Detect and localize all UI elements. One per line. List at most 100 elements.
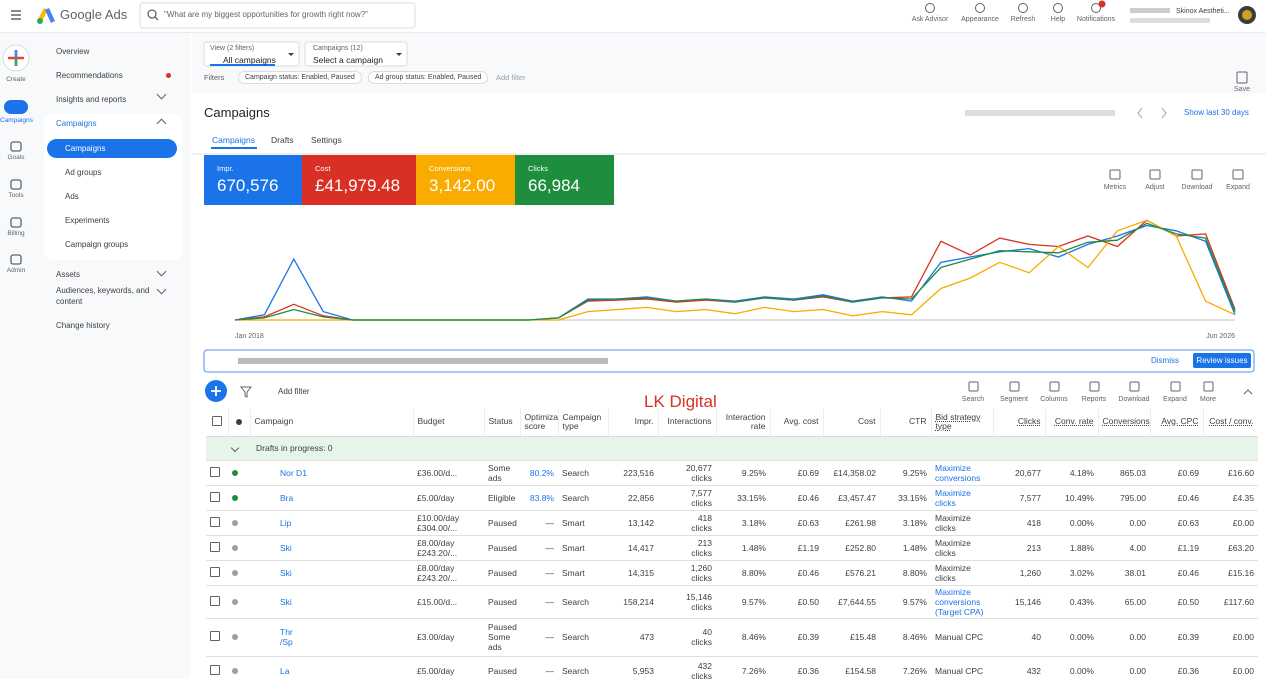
banner-action[interactable]: Review issues bbox=[1196, 356, 1248, 365]
nav-item[interactable]: Recommendations bbox=[56, 71, 123, 80]
column-header[interactable]: Campaign type bbox=[558, 408, 609, 437]
banner-action[interactable]: Dismiss bbox=[1151, 356, 1179, 365]
table-cell: £0.46 bbox=[770, 485, 823, 511]
tab[interactable]: Campaigns bbox=[212, 135, 255, 145]
column-header[interactable]: Cost / conv. bbox=[1203, 408, 1258, 437]
campaign-name[interactable]: Ski bbox=[250, 560, 413, 586]
column-header[interactable]: Campaign bbox=[250, 408, 414, 437]
column-header[interactable]: Avg. CPC bbox=[1150, 408, 1204, 437]
column-header[interactable]: Optimization score bbox=[520, 408, 559, 437]
table-tool[interactable]: More bbox=[1200, 396, 1216, 403]
campaign-name[interactable]: Thr /Sp bbox=[250, 618, 413, 657]
table-tool[interactable]: Reports bbox=[1081, 396, 1107, 403]
campaign-name[interactable]: Lip bbox=[250, 510, 413, 536]
row-checkbox[interactable] bbox=[206, 560, 228, 586]
metric-card[interactable]: Conversions 3,142.00 bbox=[416, 155, 515, 205]
nav-item[interactable]: Assets bbox=[56, 270, 81, 279]
table-tool[interactable]: Expand bbox=[1163, 396, 1187, 403]
campaign-name[interactable]: Bra bbox=[250, 485, 413, 511]
add-filter[interactable]: Add filter bbox=[496, 73, 526, 82]
row-checkbox[interactable] bbox=[206, 485, 228, 511]
table-cell[interactable]: — bbox=[520, 585, 558, 619]
selector-label[interactable]: View (2 filters) bbox=[210, 45, 255, 52]
add-filter[interactable]: Add filter bbox=[278, 387, 310, 396]
chart-tool[interactable]: Metrics bbox=[1103, 184, 1127, 191]
rail-item[interactable]: Admin bbox=[6, 267, 26, 274]
row-checkbox[interactable] bbox=[206, 656, 228, 679]
table-cell[interactable]: 80.2% bbox=[520, 460, 558, 486]
table-cell: 9.25% bbox=[880, 460, 931, 486]
nav-item[interactable]: Audiences, keywords, and content bbox=[56, 286, 150, 306]
campaign-name[interactable]: Ski bbox=[250, 585, 413, 619]
metric-card[interactable]: Impr. 670,576 bbox=[204, 155, 302, 205]
rail-item[interactable]: Campaigns bbox=[0, 117, 33, 124]
table-cell[interactable]: — bbox=[520, 535, 558, 561]
campaign-name[interactable]: Nor D1 bbox=[250, 460, 413, 486]
column-header[interactable]: Cost bbox=[823, 408, 881, 437]
table-tool[interactable]: Download bbox=[1118, 396, 1150, 403]
column-header[interactable]: Status bbox=[484, 408, 521, 437]
table-cell[interactable]: — bbox=[520, 510, 558, 536]
chart-tool[interactable]: Download bbox=[1181, 184, 1213, 191]
header-action[interactable]: Ask Advisor bbox=[911, 16, 949, 23]
campaign-name[interactable]: Ski bbox=[250, 535, 413, 561]
table-cell[interactable]: — bbox=[520, 560, 558, 586]
rail-item[interactable]: Tools bbox=[8, 192, 24, 199]
nav-subitem[interactable]: Campaign groups bbox=[65, 240, 129, 249]
header-action[interactable]: Help bbox=[1050, 16, 1066, 23]
selector-value[interactable]: All campaigns bbox=[223, 55, 276, 65]
column-header[interactable]: Interactions bbox=[658, 408, 717, 437]
row-checkbox[interactable] bbox=[206, 510, 228, 536]
metric-card[interactable]: Cost £41,979.48 bbox=[302, 155, 416, 205]
search-box[interactable]: "What are my biggest opportunities for g… bbox=[164, 10, 368, 19]
chart-tool[interactable]: Expand bbox=[1226, 184, 1250, 191]
column-header[interactable]: Bid strategy type bbox=[931, 408, 994, 437]
nav-subitem[interactable]: Experiments bbox=[65, 216, 110, 225]
save-button[interactable]: Save bbox=[1234, 86, 1250, 93]
filter-chip[interactable]: Ad group status: Enabled, Paused bbox=[368, 71, 489, 84]
row-checkbox[interactable] bbox=[206, 535, 228, 561]
column-header[interactable]: Interaction rate bbox=[716, 408, 771, 437]
nav-subitem[interactable]: Ad groups bbox=[65, 168, 102, 177]
column-header[interactable]: Avg. cost bbox=[770, 408, 824, 437]
table-cell[interactable]: 83.8% bbox=[520, 485, 558, 511]
row-checkbox[interactable] bbox=[206, 585, 228, 619]
date-range[interactable]: Show last 30 days bbox=[1184, 108, 1249, 117]
select-all[interactable] bbox=[206, 408, 229, 437]
nav-subitem[interactable]: Ads bbox=[65, 192, 79, 201]
rail-item[interactable]: Create bbox=[6, 76, 26, 83]
metric-card[interactable]: Clicks 66,984 bbox=[515, 155, 614, 205]
table-tool[interactable]: Columns bbox=[1040, 396, 1068, 403]
row-checkbox[interactable] bbox=[206, 618, 228, 657]
campaign-name[interactable]: La bbox=[250, 656, 413, 679]
filter-chip[interactable]: Campaign status: Enabled, Paused bbox=[238, 71, 362, 84]
table-cell: £36.00/d... bbox=[413, 460, 484, 486]
tab[interactable]: Settings bbox=[311, 135, 342, 145]
header-action[interactable]: Appearance bbox=[961, 16, 999, 23]
nav-item[interactable]: Overview bbox=[56, 47, 90, 56]
row-checkbox[interactable] bbox=[206, 460, 228, 486]
header-action[interactable]: Refresh bbox=[1010, 16, 1036, 23]
table-cell[interactable]: — bbox=[520, 618, 558, 657]
column-header[interactable]: Conversions bbox=[1098, 408, 1151, 437]
table-tool[interactable]: Search bbox=[961, 396, 985, 403]
nav-item[interactable]: Change history bbox=[56, 321, 110, 330]
column-header[interactable]: Budget bbox=[413, 408, 485, 437]
nav-subitem[interactable]: Campaigns bbox=[65, 144, 106, 153]
header-action[interactable]: Notifications bbox=[1076, 16, 1116, 23]
column-header[interactable]: Clicks bbox=[993, 408, 1046, 437]
table-tool[interactable]: Segment bbox=[999, 396, 1029, 403]
column-header[interactable]: Conv. rate bbox=[1045, 408, 1099, 437]
nav-item[interactable]: Campaigns bbox=[56, 119, 97, 128]
selector-label[interactable]: Campaigns (12) bbox=[313, 45, 363, 52]
table-cell[interactable]: — bbox=[520, 656, 558, 679]
rail-item[interactable]: Billing bbox=[7, 230, 25, 237]
selector-value[interactable]: Select a campaign bbox=[313, 55, 383, 65]
chart-tool[interactable]: Adjust bbox=[1145, 184, 1165, 191]
column-header[interactable]: Impr. bbox=[608, 408, 659, 437]
nav-item[interactable]: Insights and reports bbox=[56, 95, 127, 104]
rail-item[interactable]: Goals bbox=[7, 154, 25, 161]
draft-row[interactable]: Drafts in progress: 0 bbox=[206, 436, 1258, 461]
column-header[interactable]: CTR bbox=[880, 408, 932, 437]
tab[interactable]: Drafts bbox=[271, 135, 294, 145]
